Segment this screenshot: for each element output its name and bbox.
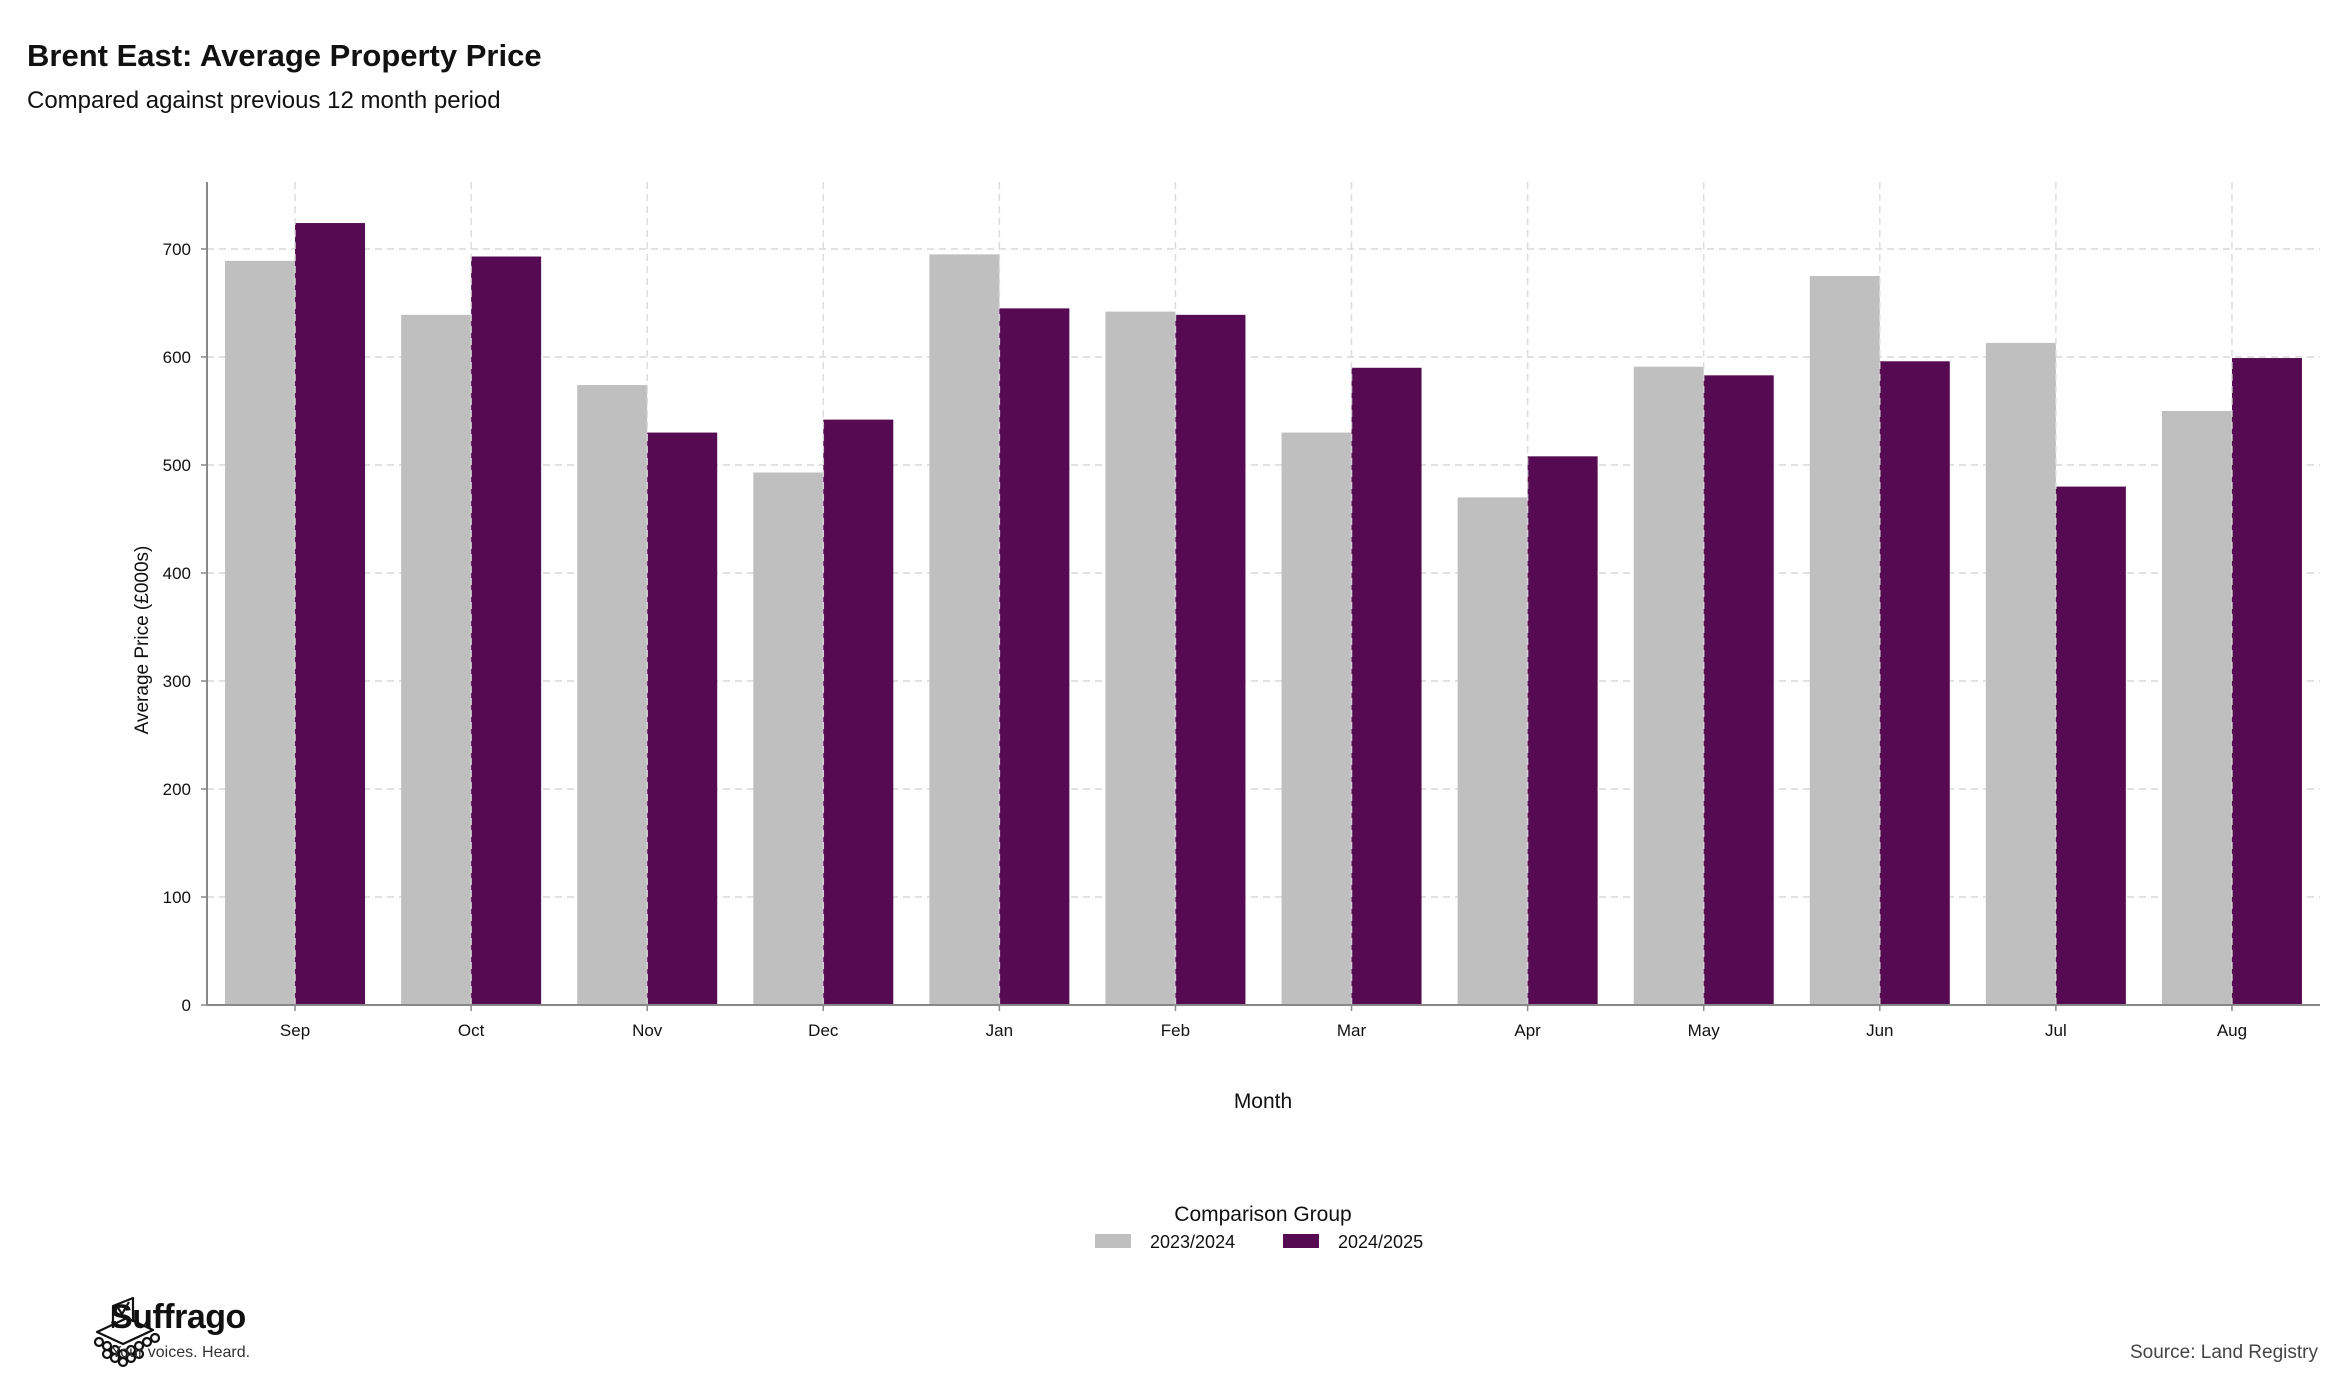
grid-lines — [207, 248, 2320, 898]
bar-2024-2025-may — [1703, 375, 1774, 1005]
suffrago-logo-icon — [93, 1296, 161, 1368]
bar-2023-2024-nov — [577, 385, 648, 1005]
bar-2024-2025-jun — [1879, 361, 1950, 1006]
bar-2023-2024-jul — [1985, 342, 2056, 1005]
chart-subtitle: Compared against previous 12 month perio… — [27, 87, 501, 114]
bar-2024-2025-sep — [295, 223, 366, 1005]
x-tick-label: Nov — [632, 1021, 663, 1040]
bar-2024-2025-jul — [2055, 486, 2126, 1005]
bar-2024-2025-apr — [1527, 456, 1598, 1005]
bar-2023-2024-mar — [1281, 432, 1352, 1006]
x-tick-label: May — [1688, 1021, 1721, 1040]
x-tick-label: Aug — [2217, 1021, 2247, 1040]
y-axis-label: Average Price (£000s) — [132, 546, 153, 735]
brand-name: Suffrago — [110, 1298, 246, 1336]
y-tick-label: 600 — [163, 348, 191, 367]
x-axis-label: Month — [1234, 1090, 1292, 1113]
y-tick-label: 700 — [163, 240, 191, 259]
axes — [201, 182, 2320, 1011]
bar-2023-2024-jan — [929, 254, 1000, 1005]
x-tick-label: Sep — [280, 1021, 310, 1040]
y-tick-label: 200 — [163, 780, 191, 799]
bar-2023-2024-jun — [1809, 275, 1880, 1005]
brand-tagline: Your voices. Heard. — [111, 1344, 251, 1361]
bar-chart: 0 100 200 300 400 500 600 700 Sep Oct Nov Dec Jan Feb… — [132, 182, 2320, 1252]
x-tick-label: Jan — [986, 1021, 1013, 1040]
x-tick-label: Mar — [1337, 1021, 1367, 1040]
y-tick-label: 100 — [163, 888, 191, 907]
bar-2023-2024-dec — [753, 472, 824, 1005]
bar-2024-2025-jan — [999, 308, 1070, 1005]
legend-label-2024-2025: 2024/2025 — [1338, 1232, 1423, 1252]
bar-2023-2024-may — [1633, 366, 1704, 1005]
source-note: Source: Land Registry — [2130, 1342, 2318, 1363]
bar-2023-2024-sep — [225, 260, 296, 1005]
y-tick-label: 0 — [182, 996, 191, 1015]
bar-2024-2025-feb — [1175, 314, 1246, 1006]
bar-2024-2025-dec — [823, 419, 894, 1005]
legend: Comparison Group 2023/2024 2024/2025 — [1095, 1203, 1423, 1252]
legend-label-2023-2024: 2023/2024 — [1150, 1232, 1235, 1252]
bar-2024-2025-oct — [471, 256, 542, 1005]
x-tick-label: Apr — [1514, 1021, 1541, 1040]
y-tick-label: 400 — [163, 564, 191, 583]
bar-2024-2025-nov — [647, 432, 718, 1006]
x-tick-label: Jun — [1866, 1021, 1893, 1040]
x-tick-label: Oct — [458, 1021, 485, 1040]
bar-2024-2025-mar — [1351, 367, 1422, 1005]
bar-2023-2024-oct — [401, 314, 472, 1006]
x-tick-label: Dec — [808, 1021, 839, 1040]
bar-2024-2025-aug — [2231, 358, 2302, 1005]
y-tick-label: 500 — [163, 456, 191, 475]
chart-title: Brent East: Average Property Price — [27, 38, 542, 73]
bars — [225, 223, 2302, 1006]
legend-title: Comparison Group — [1174, 1203, 1351, 1226]
bar-2023-2024-aug — [2161, 410, 2232, 1005]
legend-swatch-2023-2024 — [1095, 1234, 1131, 1248]
y-tick-label: 300 — [163, 672, 191, 691]
legend-swatch-2024-2025 — [1283, 1234, 1319, 1248]
x-tick-label: Feb — [1161, 1021, 1190, 1040]
bar-2023-2024-apr — [1457, 497, 1528, 1005]
vertical-grid-lines — [294, 182, 2233, 1005]
x-tick-label: Jul — [2045, 1021, 2067, 1040]
tick-labels: 0 100 200 300 400 500 600 700 Sep Oct Nov Dec Jan Feb… — [163, 240, 2247, 1040]
bar-2023-2024-feb — [1105, 311, 1176, 1005]
